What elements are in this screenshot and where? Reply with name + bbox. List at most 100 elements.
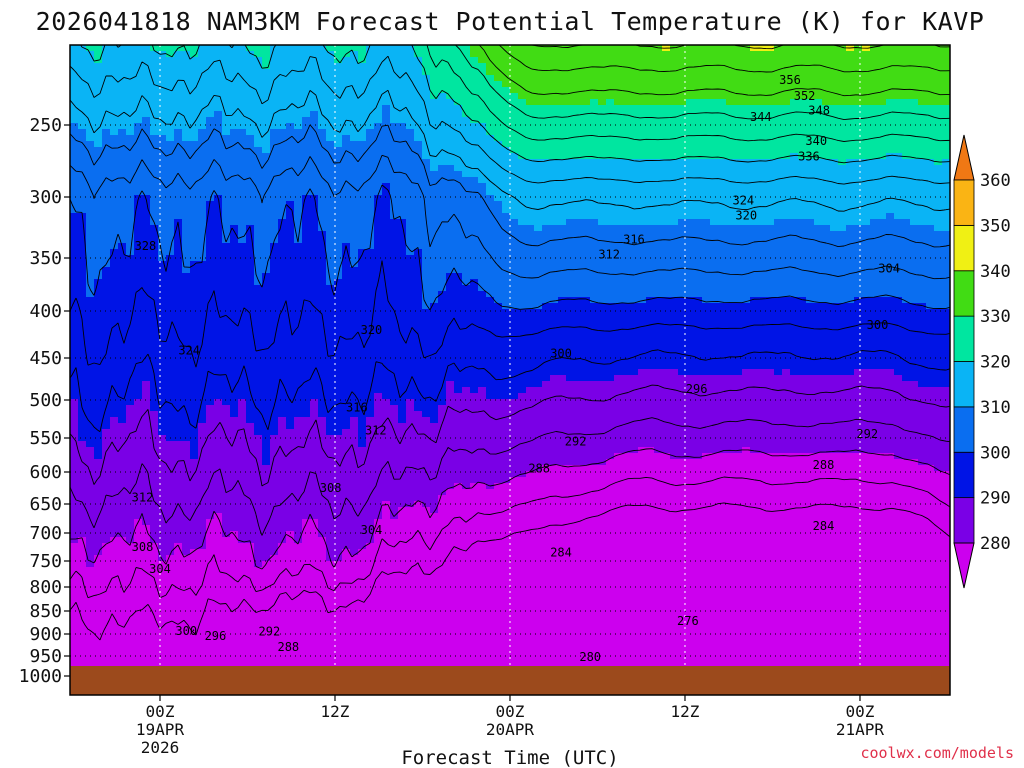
contour-fill-cell <box>78 249 87 256</box>
contour-fill-cell <box>526 123 535 130</box>
contour-fill-cell <box>686 285 695 292</box>
contour-fill-cell <box>870 267 879 274</box>
contour-fill-cell <box>270 111 279 118</box>
contour-fill-cell <box>590 93 599 100</box>
contour-fill-cell <box>734 123 743 130</box>
contour-fill-cell <box>894 213 903 220</box>
contour-fill-cell <box>886 309 895 316</box>
contour-fill-cell <box>134 57 143 64</box>
contour-fill-cell <box>150 303 159 310</box>
contour-fill-cell <box>350 249 359 256</box>
contour-fill-cell <box>110 57 119 64</box>
contour-fill-cell <box>390 243 399 250</box>
contour-fill-cell <box>278 105 287 112</box>
contour-fill-cell <box>486 51 495 58</box>
contour-fill-cell <box>654 279 663 286</box>
contour-fill-cell <box>158 159 167 166</box>
contour-fill-cell <box>150 159 159 166</box>
contour-fill-cell <box>566 261 575 268</box>
contour-fill-cell <box>142 105 151 112</box>
contour-fill-cell <box>662 303 671 310</box>
contour-fill-cell <box>78 123 87 130</box>
contour-fill-cell <box>878 129 887 136</box>
contour-fill-cell <box>406 195 415 202</box>
contour-fill-cell <box>558 105 567 112</box>
contour-fill-cell <box>926 297 935 304</box>
contour-fill-cell <box>638 255 647 262</box>
contour-fill-cell <box>78 141 87 148</box>
contour-fill-cell <box>230 123 239 130</box>
contour-fill-cell <box>342 213 351 220</box>
contour-fill-cell <box>582 201 591 208</box>
contour-fill-cell <box>206 249 215 256</box>
contour-fill-cell <box>702 93 711 100</box>
contour-fill-cell <box>566 303 575 310</box>
contour-fill-cell <box>606 195 615 202</box>
contour-fill-cell <box>598 141 607 148</box>
contour-fill-cell <box>622 213 631 220</box>
contour-fill-cell <box>878 81 887 88</box>
contour-fill-cell <box>214 303 223 310</box>
contour-fill-cell <box>926 201 935 208</box>
contour-fill-cell <box>734 45 743 52</box>
contour-fill-cell <box>670 279 679 286</box>
contour-fill-cell <box>606 45 615 52</box>
contour-fill-cell <box>478 75 487 82</box>
contour-fill-cell <box>502 63 511 70</box>
contour-fill-cell <box>454 243 463 250</box>
contour-fill-cell <box>726 51 735 58</box>
contour-fill-cell <box>886 153 895 160</box>
contour-fill-cell <box>318 87 327 94</box>
contour-fill-cell <box>86 273 95 280</box>
contour-fill-cell <box>646 117 655 124</box>
contour-fill-cell <box>758 183 767 190</box>
contour-fill-cell <box>678 147 687 154</box>
contour-fill-cell <box>886 213 895 220</box>
contour-fill-cell <box>830 243 839 250</box>
contour-fill-cell <box>718 219 727 226</box>
contour-fill-cell <box>926 243 935 250</box>
contour-fill-cell <box>622 237 631 244</box>
contour-fill-cell <box>846 279 855 286</box>
contour-fill-cell <box>102 93 111 100</box>
contour-fill-cell <box>534 285 543 292</box>
contour-fill-cell <box>870 285 879 292</box>
contour-fill-cell <box>630 297 639 304</box>
contour-fill-cell <box>566 267 575 274</box>
contour-fill-cell <box>470 81 479 88</box>
contour-fill-cell <box>782 171 791 178</box>
contour-fill-cell <box>814 237 823 244</box>
contour-fill-cell <box>454 291 463 298</box>
contour-fill-cell <box>118 207 127 214</box>
contour-fill-cell <box>566 141 575 148</box>
contour-fill-cell <box>782 303 791 310</box>
contour-fill-cell <box>222 189 231 196</box>
contour-fill-cell <box>694 273 703 280</box>
contour-fill-cell <box>590 45 599 52</box>
contour-fill-cell <box>382 165 391 172</box>
contour-fill-cell <box>806 195 815 202</box>
contour-fill-cell <box>182 273 191 280</box>
contour-fill-cell <box>934 279 943 286</box>
contour-fill-cell <box>294 81 303 88</box>
contour-fill-cell <box>502 147 511 154</box>
contour-fill-cell <box>222 123 231 130</box>
contour-fill-cell <box>910 159 919 166</box>
contour-fill-cell <box>742 147 751 154</box>
contour-fill-cell <box>278 255 287 262</box>
contour-fill-cell <box>606 261 615 268</box>
contour-fill-cell <box>918 135 927 142</box>
contour-fill-cell <box>574 243 583 250</box>
contour-fill-cell <box>710 201 719 208</box>
contour-fill-cell <box>934 75 943 82</box>
contour-fill-cell <box>926 69 935 76</box>
contour-fill-cell <box>374 273 383 280</box>
contour-fill-cell <box>462 231 471 238</box>
contour-fill-cell <box>414 93 423 100</box>
contour-fill-cell <box>830 129 839 136</box>
contour-fill-cell <box>470 249 479 256</box>
contour-fill-cell <box>454 267 463 274</box>
contour-fill-cell <box>870 225 879 232</box>
contour-fill-cell <box>846 303 855 310</box>
contour-fill-cell <box>606 129 615 136</box>
